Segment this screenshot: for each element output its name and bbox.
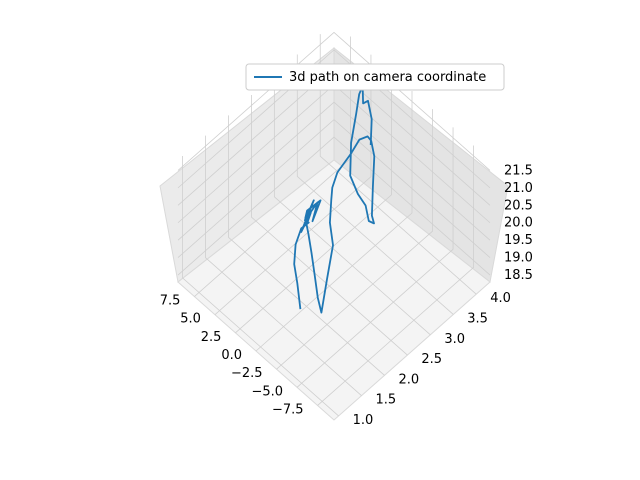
tick-labels: −7.5−5.0−2.50.02.55.07.51.01.52.02.53.03… bbox=[160, 163, 533, 427]
z-tick-label: 20.0 bbox=[504, 216, 533, 231]
z-tick-label: 20.5 bbox=[504, 198, 533, 213]
grid-line-y bbox=[205, 135, 362, 396]
grid-line-x bbox=[276, 109, 433, 370]
grid-line-y bbox=[273, 74, 431, 336]
legend-box bbox=[245, 63, 505, 91]
grid-line-x bbox=[255, 91, 413, 352]
grid-line-y bbox=[251, 95, 408, 356]
legend-label: 3d path on camera coordinate bbox=[289, 70, 486, 85]
x-tick-label: 0.0 bbox=[221, 348, 242, 363]
grid-line-z bbox=[177, 119, 491, 258]
y-tick-label: 3.5 bbox=[467, 311, 488, 326]
grid-line-y bbox=[228, 115, 385, 376]
grid-line-z bbox=[177, 31, 491, 171]
x-tick-label: −5.0 bbox=[251, 384, 283, 399]
grid-line-z bbox=[177, 101, 491, 241]
y-tick-label: 2.0 bbox=[398, 372, 419, 387]
z-tick-label: 21.5 bbox=[504, 163, 533, 178]
grid-line-x bbox=[214, 54, 372, 315]
z-tick-label: 19.5 bbox=[504, 233, 533, 248]
grid-line-z bbox=[177, 49, 491, 189]
grid-line-x bbox=[317, 145, 474, 406]
y-tick-label: 2.5 bbox=[421, 352, 442, 367]
grid-line-x bbox=[235, 72, 392, 334]
x-tick-label: 7.5 bbox=[160, 294, 181, 309]
grid-line-y bbox=[182, 155, 339, 417]
z-tick-label: 21.0 bbox=[504, 181, 533, 196]
y-tick-label: 3.0 bbox=[444, 332, 465, 347]
legend: 3d path on camera coordinate bbox=[245, 63, 505, 91]
series-line bbox=[293, 85, 376, 314]
z-tick-label: 19.0 bbox=[504, 251, 533, 266]
z-tick-label: 18.5 bbox=[504, 268, 533, 283]
y-tick-label: 1.0 bbox=[353, 413, 374, 428]
grid-line-x bbox=[296, 127, 454, 388]
x-tick-label: −7.5 bbox=[272, 402, 304, 417]
series-group bbox=[293, 85, 376, 314]
grid-line-z bbox=[177, 136, 491, 276]
y-tick-label: 1.5 bbox=[376, 393, 397, 408]
x-tick-label: 5.0 bbox=[180, 312, 201, 327]
grid-line-y bbox=[296, 54, 454, 315]
x-tick-label: 2.5 bbox=[201, 330, 222, 345]
x-tick-label: −2.5 bbox=[231, 366, 263, 381]
y-tick-label: 4.0 bbox=[490, 291, 511, 306]
